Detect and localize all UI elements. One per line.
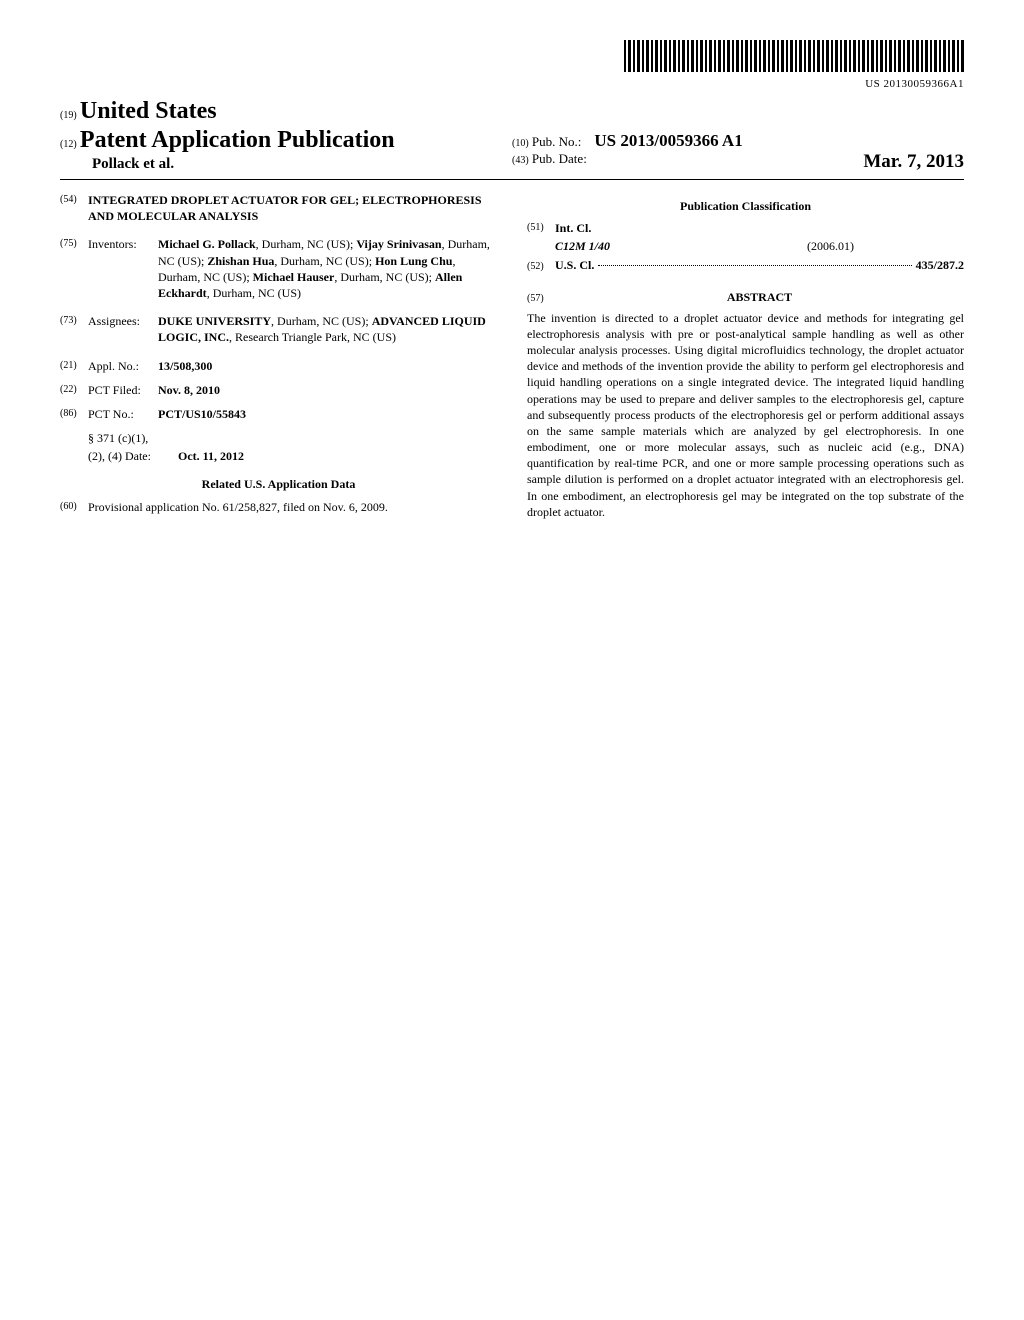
provisional-num: (60) [60,499,88,515]
s371-date-label: (2), (4) Date: [88,448,178,464]
pub-type: Patent Application Publication [80,127,395,153]
intcl-detail: C12M 1/40 (2006.01) [527,238,964,254]
country-num: (19) [60,110,77,121]
classification-heading: Publication Classification [527,198,964,214]
assignees-row: (73) Assignees: DUKE UNIVERSITY, Durham,… [60,313,497,345]
pub-no-line: (10) Pub. No.: US 2013/0059366 A1 [512,131,964,151]
provisional-text: Provisional application No. 61/258,827, … [88,499,497,515]
pub-no-label: Pub. No.: [532,134,581,149]
s371-label: § 371 (c)(1), [60,430,497,446]
abstract-num: (57) [527,291,555,306]
header-row: (19) United States (12) Patent Applicati… [60,98,964,173]
left-column: (54) INTEGRATED DROPLET ACTUATOR FOR GEL… [60,192,497,523]
pub-type-line: (12) Patent Application Publication [60,127,512,154]
applno-row: (21) Appl. No.: 13/508,300 [60,358,497,374]
pub-date-num: (43) [512,155,529,166]
right-column: Publication Classification (51) Int. Cl.… [527,192,964,523]
columns: (54) INTEGRATED DROPLET ACTUATOR FOR GEL… [60,192,964,523]
inventors-num: (75) [60,236,88,301]
assignees-label: Assignees: [88,313,158,345]
inventors-row: (75) Inventors: Michael G. Pollack, Durh… [60,236,497,301]
pctfiled-row: (22) PCT Filed: Nov. 8, 2010 [60,382,497,398]
header-left: (19) United States (12) Patent Applicati… [60,98,512,173]
pub-date-value: Mar. 7, 2013 [863,151,964,173]
title-num: (54) [60,192,88,224]
pub-no-num: (10) [512,138,529,149]
intcl-label: Int. Cl. [555,220,591,236]
pctfiled-value: Nov. 8, 2010 [158,382,497,398]
intcl-date: (2006.01) [807,238,854,254]
barcode [624,40,964,72]
intcl-row: (51) Int. Cl. [527,220,964,236]
title-row: (54) INTEGRATED DROPLET ACTUATOR FOR GEL… [60,192,497,224]
pctno-label: PCT No.: [88,406,158,422]
header-rule [60,179,964,180]
s371-date-row: (2), (4) Date: Oct. 11, 2012 [60,448,497,464]
uscl-label: U.S. Cl. [555,257,594,273]
assignees-value: DUKE UNIVERSITY, Durham, NC (US); ADVANC… [158,313,497,345]
uscl-value: 435/287.2 [916,257,964,273]
pub-type-num: (12) [60,139,77,150]
assignees-num: (73) [60,313,88,345]
abstract-header: (57) ABSTRACT [527,289,964,306]
country: United States [80,98,217,124]
pub-date-label: Pub. Date: [532,151,587,166]
uscl-row: (52) U.S. Cl. 435/287.2 [527,257,964,274]
intcl-num: (51) [527,220,555,236]
inventors-label: Inventors: [88,236,158,301]
barcode-section: US 20130059366A1 [60,40,964,90]
uscl-dots [598,265,911,266]
pub-no-value: US 2013/0059366 A1 [594,131,742,150]
pctno-value: PCT/US10/55843 [158,406,497,422]
authors-line: Pollack et al. [60,156,512,173]
pctno-num: (86) [60,406,88,422]
applno-num: (21) [60,358,88,374]
pub-date-line: (43) Pub. Date: Mar. 7, 2013 [512,151,964,173]
uscl-num: (52) [527,259,555,274]
header-right: (10) Pub. No.: US 2013/0059366 A1 (43) P… [512,131,964,173]
applno-label: Appl. No.: [88,358,158,374]
intcl-code: C12M 1/40 [555,238,675,254]
abstract-text: The invention is directed to a droplet a… [527,310,964,520]
barcode-text: US 20130059366A1 [60,78,964,90]
country-line: (19) United States [60,98,512,125]
pctno-row: (86) PCT No.: PCT/US10/55843 [60,406,497,422]
pctfiled-num: (22) [60,382,88,398]
inventors-value: Michael G. Pollack, Durham, NC (US); Vij… [158,236,497,301]
related-heading: Related U.S. Application Data [60,476,497,492]
provisional-row: (60) Provisional application No. 61/258,… [60,499,497,515]
abstract-label: ABSTRACT [555,289,964,305]
title-text: INTEGRATED DROPLET ACTUATOR FOR GEL; ELE… [88,192,497,224]
applno-value: 13/508,300 [158,358,497,374]
s371-date-value: Oct. 11, 2012 [178,448,244,464]
pctfiled-label: PCT Filed: [88,382,158,398]
